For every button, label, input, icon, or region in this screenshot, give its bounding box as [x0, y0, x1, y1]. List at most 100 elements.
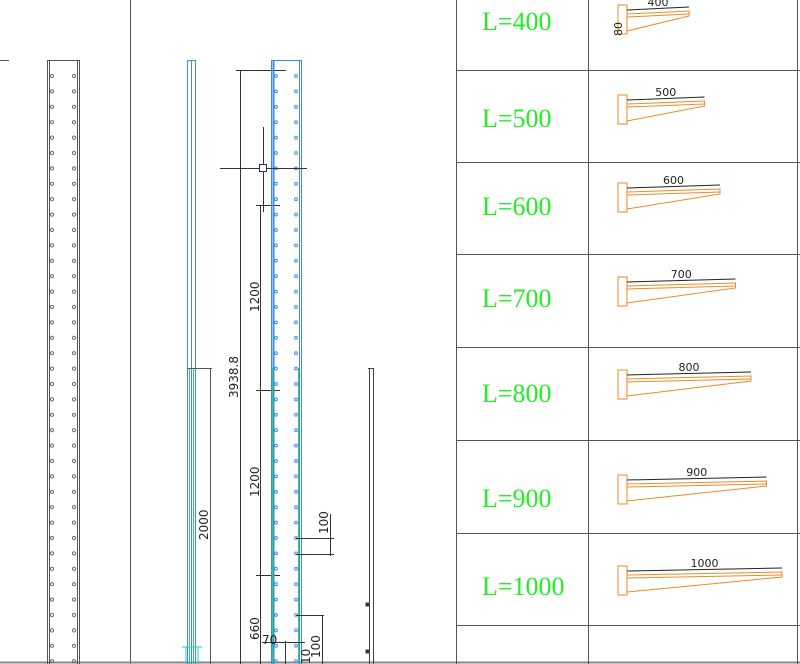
bracket-row: L=900 900: [482, 466, 767, 513]
bracket-length-dim: 1000: [691, 557, 719, 570]
hole-icon: [71, 274, 77, 279]
bracket-row: L=600 600: [482, 174, 721, 221]
hole-icon: [49, 120, 55, 125]
hole-icon: [294, 181, 298, 186]
bracket-row: L=1000 1000: [482, 557, 783, 601]
hole-icon: [294, 659, 298, 664]
hole-icon: [294, 320, 298, 325]
hole-icon: [274, 536, 278, 540]
bracket-arm: [626, 571, 783, 593]
hole-icon: [294, 366, 298, 371]
hole-icon: [49, 428, 55, 433]
hole-icon: [274, 443, 278, 448]
hole-icon: [294, 628, 298, 633]
hole-icon: [274, 520, 278, 525]
hole-icon: [274, 104, 278, 109]
bracket-arm-inner: [626, 191, 721, 196]
hole-icon: [49, 474, 55, 479]
thin-post: [182, 60, 212, 664]
hole-icon: [294, 228, 298, 232]
dim-spacing-upper: 1200: [248, 281, 262, 312]
bracket-arm-inner: [626, 103, 705, 108]
bracket-drawing: [617, 565, 783, 596]
hole-icon: [71, 458, 77, 464]
bracket-label: L=900: [482, 484, 552, 513]
hole-icon: [49, 505, 55, 510]
hole-icon: [71, 628, 77, 633]
hole-icon: [71, 181, 77, 186]
bracket-arm-inner: [626, 378, 752, 383]
hole-icon: [294, 305, 298, 309]
hole-icon: [71, 212, 77, 217]
hole-icon: [71, 289, 77, 294]
hole-icon: [274, 274, 278, 279]
hole-icon: [294, 489, 298, 494]
bracket-plate: [617, 565, 628, 596]
bracket-length-dim: 900: [686, 466, 707, 479]
hole-icon: [294, 459, 298, 463]
main-post: [271, 60, 302, 664]
dim-bottom-b: 100: [309, 635, 323, 658]
dim-hole-pitch-lines: [262, 514, 334, 664]
hole-icon: [49, 258, 55, 263]
bracket-dim-line: [626, 184, 721, 189]
hole-icon: [274, 397, 278, 402]
hole-icon: [71, 520, 77, 525]
hole-icon: [274, 459, 278, 463]
hole-icon: [294, 428, 298, 433]
hole-icon: [49, 458, 55, 464]
dim-spacing-lower: 1200: [248, 466, 262, 497]
hole-icon: [71, 551, 77, 556]
hole-icon: [294, 474, 298, 479]
hole-icon: [294, 274, 298, 279]
hole-icon: [274, 212, 278, 217]
hole-icon: [71, 381, 77, 387]
hole-icon: [274, 320, 278, 325]
hole-icon: [274, 505, 278, 510]
hole-icon: [294, 197, 298, 202]
hole-icon: [71, 582, 77, 587]
bracket-plate: [617, 276, 628, 307]
hole-icon: [49, 197, 55, 202]
hole-icon: [49, 520, 55, 525]
hole-icon: [274, 197, 278, 202]
bracket-dim-line: [626, 278, 736, 283]
bracket-drawing: [617, 474, 767, 505]
hole-icon: [294, 74, 298, 78]
bracket-row: L=400 400 80: [482, 0, 690, 36]
hole-icon: [49, 150, 55, 156]
bracket-dim-line: [626, 567, 783, 572]
hole-icon: [49, 612, 55, 618]
hole-icon: [71, 612, 77, 618]
hole-icon: [49, 489, 55, 494]
hole-icon: [49, 397, 55, 402]
hole-icon: [274, 243, 278, 248]
bracket-label: L=1000: [482, 572, 565, 601]
hole-icon: [294, 397, 298, 402]
hole-icon: [49, 104, 55, 109]
hole-icon: [71, 197, 77, 202]
hole-icon: [274, 582, 278, 587]
bracket-length-dim: 400: [648, 0, 669, 9]
hole-icon: [49, 381, 55, 387]
hole-icon: [294, 104, 298, 109]
hole-icon: [71, 474, 77, 479]
hole-icon: [49, 320, 55, 325]
hole-icon: [71, 505, 77, 510]
bracket-length-dim: 500: [655, 86, 676, 99]
hole-icon: [71, 597, 77, 602]
hole-icon: [274, 659, 278, 664]
dim-total-height: 3938.8: [227, 356, 241, 398]
bracket-dim-line: [626, 96, 705, 101]
hole-icon: [274, 151, 278, 155]
hole-icon: [274, 120, 278, 125]
hole-icon: [49, 443, 55, 448]
hole-icon: [49, 89, 55, 94]
hole-icon: [274, 258, 278, 263]
hole-icon: [71, 227, 77, 233]
hole-icon: [274, 305, 278, 309]
hole-icon: [274, 566, 278, 571]
bracket-arm: [626, 480, 767, 502]
hole-icon: [71, 535, 77, 541]
hole-icon: [71, 566, 77, 571]
